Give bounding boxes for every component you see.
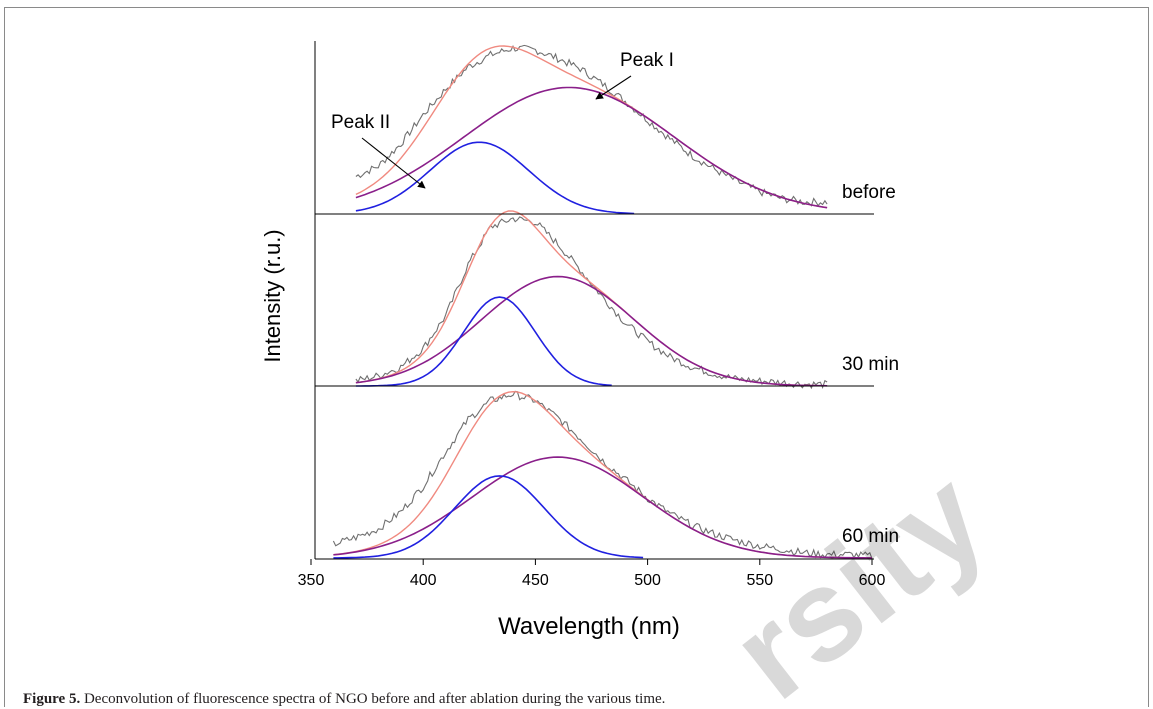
spectra-chart: before 30 min 60 min 350 400 450 500 550 600 Wav… <box>260 41 899 640</box>
measured-spectrum-line <box>355 44 828 207</box>
figure-frame: before 30 min 60 min 350 400 450 500 550 600 Wav… <box>4 7 1149 708</box>
x-tick-label: 350 <box>298 572 325 589</box>
panel-60-min: 60 min <box>332 390 899 560</box>
peak-1-line <box>355 86 828 209</box>
panel-30-min: 30 min <box>355 210 899 390</box>
x-tick-label: 550 <box>746 572 773 589</box>
peak-1-line <box>333 456 872 559</box>
peak-2-line <box>355 141 635 215</box>
annotations-group: Peak I Peak II <box>331 50 674 189</box>
annotation-peak-1-arrow <box>595 75 632 100</box>
panel-label-30-min: 30 min <box>842 354 899 375</box>
figure-caption-text: Deconvolution of fluorescence spectra of… <box>83 691 666 707</box>
x-tick-label: 400 <box>410 572 437 589</box>
annotation-peak-2-arrow <box>361 137 426 189</box>
y-axis-title: Intensity (r.u.) <box>260 229 285 362</box>
annotation-peak-2: Peak II <box>331 112 390 133</box>
fit-sum-line <box>355 45 828 209</box>
panel-label-before: before <box>842 182 896 203</box>
peak-2-line <box>355 296 612 387</box>
x-tick-label: 500 <box>634 572 661 589</box>
annotation-peak-1: Peak I <box>620 50 674 71</box>
x-axis-title: Wavelength (nm) <box>498 613 680 640</box>
x-tick-label: 450 <box>522 572 549 589</box>
measured-spectrum-line <box>355 216 828 390</box>
panel-before: before <box>355 44 896 215</box>
figure-caption-label: Figure 5. <box>23 691 81 707</box>
panel-label-60-min: 60 min <box>842 526 899 547</box>
peak-1-line <box>355 275 828 387</box>
fit-sum-line <box>355 210 828 387</box>
x-tick-label: 600 <box>859 572 886 589</box>
peak-2-line <box>333 475 644 559</box>
measured-spectrum-line <box>332 390 873 560</box>
figure-caption: Figure 5. Deconvolution of fluorescence … <box>23 691 665 708</box>
axes-group: 350 400 450 500 550 600 Wavelength (nm) Intensi… <box>260 41 885 640</box>
panels-group: before 30 min 60 min <box>332 44 899 560</box>
